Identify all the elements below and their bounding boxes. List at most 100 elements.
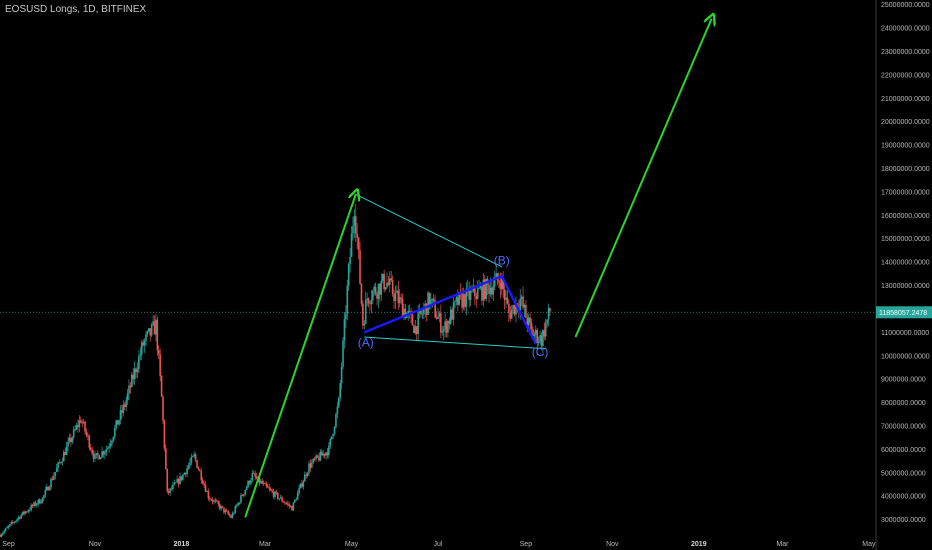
candle-body (278, 498, 281, 500)
candle-body (114, 427, 116, 437)
candle-body (216, 500, 218, 502)
candle-body (339, 383, 341, 398)
candle-body (483, 279, 486, 299)
candle-body (123, 404, 126, 407)
candle-body (295, 499, 298, 501)
candle-body (244, 490, 247, 495)
candle-body (515, 303, 517, 315)
candle-body (228, 514, 231, 516)
candle-body (79, 420, 82, 423)
candle-body (417, 313, 419, 335)
candle-body (444, 321, 446, 330)
y-tick-label: 4000000.0000 (881, 494, 926, 501)
triangle-line (364, 336, 546, 350)
candle-body (21, 511, 24, 515)
candle-body (462, 294, 465, 308)
y-tick-label: 9000000.0000 (881, 377, 926, 384)
candle-body (291, 505, 293, 511)
candle-body (3, 530, 6, 533)
candle-body (31, 505, 34, 507)
candle-body (70, 437, 72, 443)
candle-body (512, 305, 514, 310)
candle-body (213, 500, 215, 502)
candle-body (428, 292, 431, 306)
candle-body (350, 233, 353, 257)
candle-body (121, 410, 123, 413)
candle-body (191, 455, 194, 457)
candle-body (285, 503, 288, 505)
candle-body (431, 298, 434, 300)
candle-body (389, 278, 391, 285)
candle-body (194, 454, 197, 460)
candle-body (464, 294, 466, 307)
candle-body (421, 314, 424, 315)
candle-body (264, 482, 266, 484)
candle-body (532, 329, 534, 337)
candle-body (289, 505, 292, 507)
current-price-label: 11858057.2478 (879, 310, 927, 317)
candles-group (0, 203, 551, 538)
candle-body (415, 326, 418, 335)
candle-body (2, 532, 4, 535)
x-tick-label: Nov (606, 541, 619, 548)
candle-body (44, 490, 47, 495)
candle-body (329, 439, 332, 446)
candle-body (500, 278, 503, 290)
candle-body (400, 297, 402, 299)
candle-body (523, 304, 526, 308)
candle-body (220, 506, 222, 509)
candle-body (345, 314, 347, 320)
candle-body (126, 393, 129, 401)
candle-body (160, 375, 163, 397)
x-tick-label: Mar (776, 541, 789, 548)
candle-body (454, 300, 456, 303)
candle-body (364, 299, 367, 324)
candle-body (313, 458, 316, 460)
candle-body (173, 482, 176, 485)
x-tick-label: Jul (434, 541, 443, 548)
candle-body (4, 528, 7, 531)
candle-body (503, 289, 506, 300)
candle-body (502, 278, 505, 290)
candle-body (432, 298, 435, 302)
candle-body (34, 502, 37, 506)
candle-body (81, 422, 84, 424)
candle-body (267, 486, 269, 488)
candle-body (342, 340, 344, 367)
candle-body (404, 308, 407, 319)
candle-body (102, 451, 105, 455)
candle-body (434, 301, 436, 318)
candle-body (135, 368, 137, 373)
candle-body (64, 452, 67, 455)
candle-body (140, 342, 143, 355)
candle-body (243, 494, 245, 496)
candle-body (177, 479, 180, 484)
candle-body (157, 349, 160, 355)
candle-body (529, 317, 531, 323)
candle-body (543, 330, 546, 337)
candle-body (363, 323, 366, 326)
candle-body (383, 273, 385, 290)
candle-body (155, 319, 157, 335)
candle-body (71, 437, 74, 443)
y-tick-label: 20000000.0000 (881, 119, 930, 126)
candle-body (488, 284, 490, 295)
candle-body (13, 522, 15, 523)
x-tick-label: May (345, 541, 359, 548)
candle-body (16, 519, 18, 522)
candle-body (85, 431, 88, 435)
x-tick-label: Nov (89, 541, 102, 548)
candle-body (403, 308, 405, 317)
candle-body (394, 292, 397, 301)
candle-body (513, 305, 516, 315)
candle-body (474, 286, 476, 297)
candle-body (75, 425, 78, 430)
candle-body (440, 313, 442, 333)
abc-wave-path (363, 274, 537, 345)
candle-body (369, 303, 371, 305)
candle-body (393, 293, 395, 301)
y-tick-label: 19000000.0000 (881, 143, 930, 150)
candle-body (180, 476, 183, 480)
candle-body (112, 436, 115, 441)
